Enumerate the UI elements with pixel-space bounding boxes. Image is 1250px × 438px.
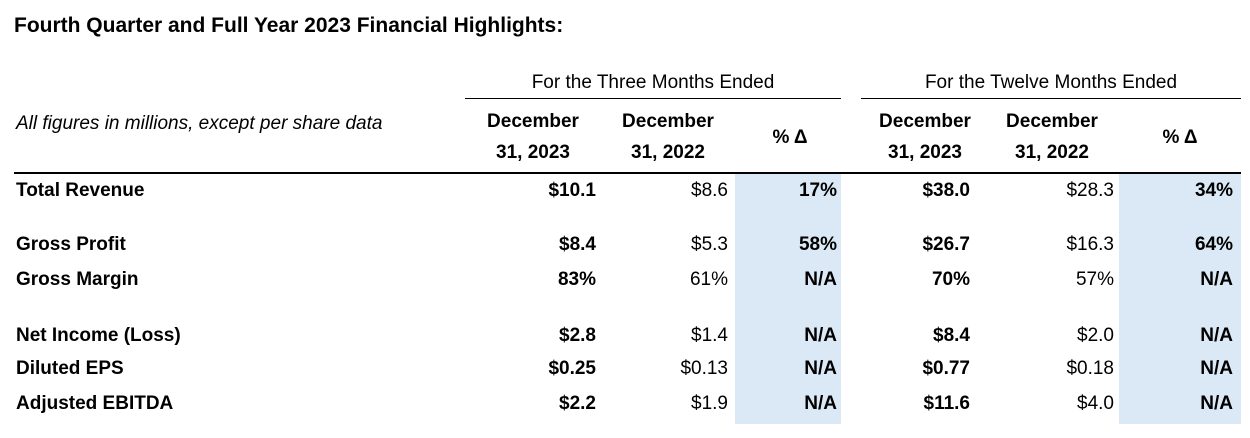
cell-twelve-months-2023: 70% (931, 269, 970, 290)
column-header-line: 31, 2022 (631, 142, 705, 163)
row-label: Gross Margin (16, 269, 139, 290)
cell-three-months-2022: $8.6 (691, 180, 728, 201)
pct-change-column-shading (735, 174, 841, 424)
cell-twelve-months-2022: $28.3 (1066, 180, 1114, 201)
column-header-line: December (487, 111, 579, 132)
cell-twelve-months-2022: $0.18 (1066, 358, 1114, 379)
cell-twelve-months-2023: $26.7 (922, 234, 970, 255)
cell-three-months-pct-change: 58% (798, 234, 837, 255)
cell-three-months-2023: $2.8 (559, 325, 596, 346)
group-header-three-months: For the Three Months Ended (465, 70, 841, 99)
cell-three-months-2022: $1.4 (691, 325, 728, 346)
cell-three-months-2022: $5.3 (691, 234, 728, 255)
row-label: Gross Profit (16, 234, 126, 255)
row-label: Diluted EPS (16, 358, 124, 379)
cell-twelve-months-pct-change: 34% (1194, 180, 1233, 201)
cell-twelve-months-pct-change: N/A (1200, 325, 1233, 346)
table-row: Diluted EPS $0.25 $0.13 N/A $0.77 $0.18 N/A (0, 352, 1250, 386)
table-row: Gross Margin 83% 61% N/A 70% 57% N/A (0, 263, 1250, 297)
cell-twelve-months-2022: $4.0 (1077, 393, 1114, 414)
cell-three-months-2022: 61% (689, 269, 728, 290)
cell-twelve-months-2022: $16.3 (1066, 234, 1114, 255)
cell-three-months-pct-change: 17% (798, 180, 837, 201)
cell-twelve-months-2023: $0.77 (922, 358, 970, 379)
group-header-twelve-months: For the Twelve Months Ended (861, 70, 1241, 99)
cell-three-months-2022: $0.13 (680, 358, 728, 379)
column-header-line: 31, 2022 (1015, 142, 1089, 163)
cell-twelve-months-2022: 57% (1075, 269, 1114, 290)
cell-twelve-months-2023: $8.4 (933, 325, 970, 346)
column-header-three-prior: December 31, 2022 (600, 106, 736, 168)
row-label: Net Income (Loss) (16, 325, 181, 346)
column-header-line: 31, 2023 (496, 142, 570, 163)
cell-twelve-months-2023: $38.0 (922, 180, 970, 201)
row-label: Adjusted EBITDA (16, 393, 174, 414)
cell-twelve-months-2022: $2.0 (1077, 325, 1114, 346)
units-note: All figures in millions, except per shar… (16, 113, 383, 134)
column-header-line: December (1006, 111, 1098, 132)
cell-three-months-2022: $1.9 (691, 393, 728, 414)
cell-three-months-pct-change: N/A (804, 269, 837, 290)
cell-three-months-2023: $8.4 (559, 234, 596, 255)
table-row: Adjusted EBITDA $2.2 $1.9 N/A $11.6 $4.0 N/A (0, 387, 1250, 421)
cell-three-months-2023: 83% (557, 269, 596, 290)
cell-twelve-months-pct-change: 64% (1194, 234, 1233, 255)
column-header-line: December (879, 111, 971, 132)
page-title: Fourth Quarter and Full Year 2023 Financ… (14, 14, 564, 37)
table-row: Total Revenue $10.1 $8.6 17% $38.0 $28.3 34% (0, 174, 1250, 208)
column-header-line: 31, 2023 (888, 142, 962, 163)
header-divider (14, 172, 1241, 174)
cell-twelve-months-2023: $11.6 (923, 393, 971, 414)
column-header-three-current: December 31, 2023 (470, 106, 596, 168)
table-row: Gross Profit $8.4 $5.3 58% $26.7 $16.3 64% (0, 228, 1250, 262)
column-header-line: December (622, 111, 714, 132)
cell-three-months-pct-change: N/A (804, 325, 837, 346)
cell-three-months-2023: $0.25 (548, 358, 596, 379)
column-header-three-pct-change: % Δ (772, 127, 808, 148)
cell-twelve-months-pct-change: N/A (1200, 393, 1233, 414)
row-label: Total Revenue (16, 180, 145, 201)
column-header-twelve-prior: December 31, 2022 (990, 106, 1114, 168)
table-row: Net Income (Loss) $2.8 $1.4 N/A $8.4 $2.0 N/A (0, 319, 1250, 353)
column-header-twelve-current: December 31, 2023 (862, 106, 988, 168)
cell-three-months-2023: $2.2 (559, 393, 596, 414)
cell-three-months-pct-change: N/A (804, 358, 837, 379)
pct-change-column-shading (1119, 174, 1241, 424)
cell-twelve-months-pct-change: N/A (1200, 269, 1233, 290)
column-header-twelve-pct-change: % Δ (1162, 127, 1198, 148)
cell-three-months-2023: $10.1 (548, 180, 596, 201)
cell-three-months-pct-change: N/A (804, 393, 837, 414)
cell-twelve-months-pct-change: N/A (1200, 358, 1233, 379)
